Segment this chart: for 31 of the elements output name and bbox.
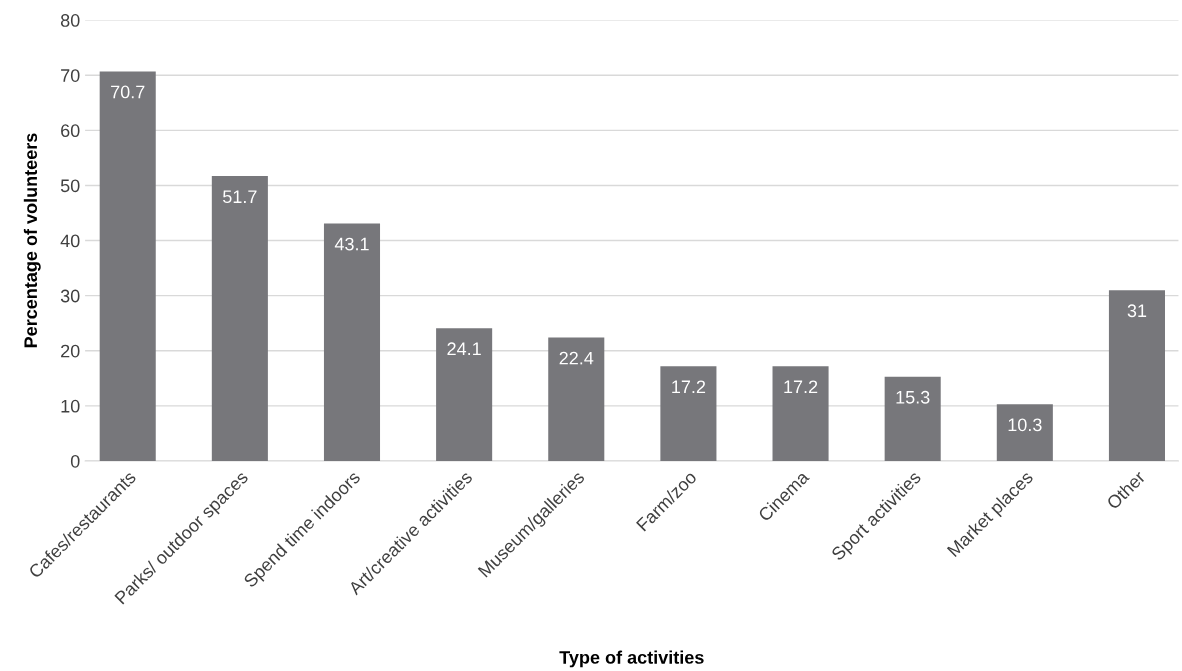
- bar: [1108, 290, 1165, 461]
- y-tick-label: 60: [61, 124, 80, 138]
- y-tick-label: 30: [60, 289, 80, 303]
- data-label: 15.3: [896, 390, 930, 404]
- data-label: 43.1: [334, 237, 369, 251]
- y-tick-label: 0: [70, 454, 80, 468]
- data-label: 10.3: [1008, 418, 1042, 432]
- x-axis-title: Type of activities: [559, 650, 704, 668]
- data-label: 17.2: [784, 380, 818, 393]
- bar: [996, 404, 1053, 461]
- y-tick-label: 10: [61, 399, 80, 413]
- bar: [436, 328, 493, 461]
- bar: [660, 366, 717, 461]
- data-label: 17.2: [672, 380, 706, 393]
- bar: [884, 376, 941, 461]
- bar: [772, 366, 829, 461]
- data-label: 70.7: [111, 85, 145, 99]
- y-tick-label: 70: [61, 69, 80, 82]
- y-tick-label: 20: [61, 344, 80, 358]
- data-label: 24.1: [447, 342, 481, 355]
- y-axis-title: Percentage of volunteers: [23, 133, 41, 348]
- data-label: 22.4: [559, 351, 594, 365]
- y-tick-label: 80: [60, 14, 80, 27]
- bar: [211, 176, 268, 461]
- y-tick-label: 50: [60, 179, 80, 193]
- data-label: 31: [1127, 304, 1147, 318]
- data-label: 51.7: [223, 190, 257, 204]
- bar: [548, 337, 605, 461]
- y-tick-label: 40: [60, 234, 80, 248]
- bar: [99, 71, 156, 461]
- bar: [323, 223, 381, 461]
